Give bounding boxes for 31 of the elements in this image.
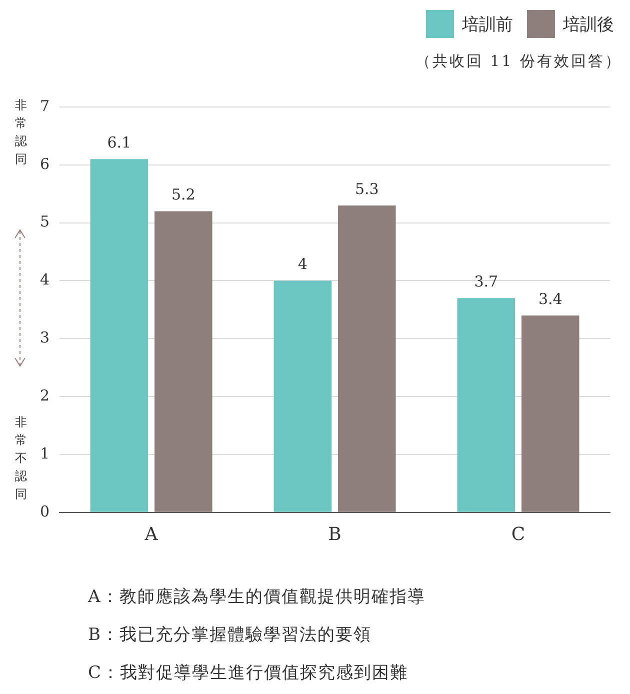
y-tick-label: 4 xyxy=(40,270,50,289)
legend-label: 培訓後 xyxy=(563,14,614,36)
y-tick-label: 1 xyxy=(40,444,50,462)
y-tick-label: 6 xyxy=(40,154,50,173)
bar xyxy=(90,159,148,512)
bar xyxy=(457,298,516,512)
text: A：教師應該為學生的價值觀提供明確指導 xyxy=(88,586,426,609)
x-tick-label: A xyxy=(144,524,159,545)
data-label: 5.3 xyxy=(354,180,379,198)
data-label: 3.4 xyxy=(538,290,562,308)
data-label: 6.1 xyxy=(107,134,132,152)
y-tick-label: 5 xyxy=(40,212,50,231)
bar xyxy=(521,315,580,512)
x-tick-label: C xyxy=(511,524,526,545)
data-label: 3.7 xyxy=(474,272,498,291)
text: C：我對促導學生進行價值探究感到困難 xyxy=(88,662,410,685)
bar xyxy=(338,205,396,512)
chart-subtitle: （共收回 11 份有效回答） xyxy=(415,52,622,71)
text: B：我已充分掌握體驗學習法的要領 xyxy=(88,624,372,647)
y-tick-label: 7 xyxy=(40,96,50,115)
y-tick-label: 2 xyxy=(40,386,50,404)
y-tick-label: 0 xyxy=(40,502,50,520)
text: 非常不認同 xyxy=(14,414,28,503)
data-label: 5.2 xyxy=(171,186,196,204)
text: 非常認同 xyxy=(14,97,28,168)
bar xyxy=(274,280,332,512)
legend-label: 培訓前 xyxy=(462,14,513,36)
x-tick-label: B xyxy=(328,524,342,545)
y-tick-label: 3 xyxy=(40,328,50,347)
data-label: 4 xyxy=(298,255,308,274)
bar xyxy=(154,211,212,512)
